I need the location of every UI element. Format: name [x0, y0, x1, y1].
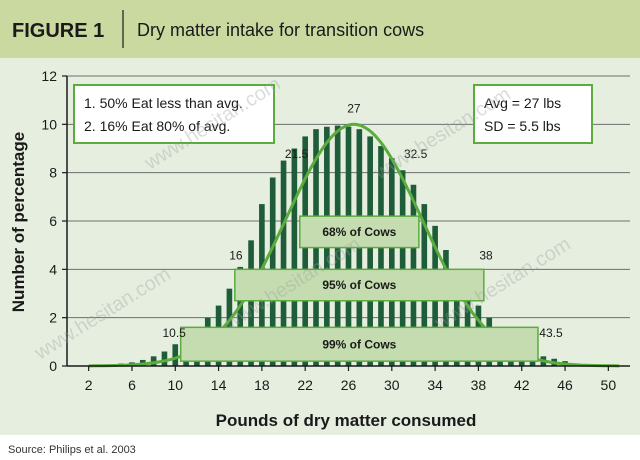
histogram-bar	[161, 351, 168, 366]
stats-avg: Avg = 27 lbs	[484, 95, 561, 111]
curve-point-label: 32.5	[404, 147, 428, 161]
x-tick-label: 6	[128, 377, 136, 393]
x-tick-label: 18	[254, 377, 270, 393]
y-tick-label: 8	[49, 165, 57, 181]
footer-band	[0, 435, 640, 460]
curve-point-label: 21.5	[285, 147, 309, 161]
histogram-bar	[291, 148, 298, 366]
x-tick-label: 22	[297, 377, 313, 393]
x-tick-label: 42	[514, 377, 530, 393]
histogram-bar	[388, 158, 395, 366]
x-tick-label: 38	[471, 377, 487, 393]
x-tick-label: 50	[601, 377, 617, 393]
note-line-1: 1. 50% Eat less than avg.	[84, 95, 243, 111]
x-axis-title: Pounds of dry matter consumed	[216, 411, 477, 430]
histogram-bar	[443, 250, 449, 366]
note-line-2: 2. 16% Eat 80% of avg.	[84, 118, 230, 134]
y-tick-label: 12	[41, 68, 57, 84]
histogram-bar	[237, 266, 244, 366]
curve-point-label: 16	[229, 249, 243, 263]
chart-title: Dry matter intake for transition cows	[137, 20, 424, 40]
histogram-bar	[367, 136, 373, 366]
band-layer: 68% of Cows 95% of Cows 99% of Cows	[179, 215, 539, 362]
stats-sd: SD = 5.5 lbs	[484, 118, 561, 134]
histogram-bar	[453, 271, 460, 366]
point-label-layer: 27 21.5 32.5 16 38 10.5 43.5	[163, 101, 563, 340]
figure-tag: FIGURE 1	[12, 20, 104, 42]
stats-box	[473, 84, 593, 144]
notes-box	[73, 84, 275, 144]
x-tick-label: 2	[85, 377, 93, 393]
y-axis-title: Number of percentage	[9, 132, 28, 312]
coverage-band-label: 95% of Cows	[322, 278, 396, 292]
y-tick-label: 0	[49, 358, 57, 374]
y-tick-label: 4	[49, 261, 57, 277]
coverage-band	[179, 326, 539, 362]
source-note: Source: Philips et al. 2003	[8, 444, 136, 456]
header-band	[0, 0, 640, 58]
coverage-band	[234, 268, 485, 302]
x-tick-label: 10	[167, 377, 183, 393]
y-tick-label: 10	[41, 116, 57, 132]
histogram-bar	[378, 146, 384, 366]
curve-point-label: 38	[479, 249, 493, 263]
histogram-bar	[280, 160, 287, 366]
x-tick-label: 34	[427, 377, 443, 393]
x-tick-label: 30	[384, 377, 400, 393]
histogram-bar	[172, 344, 179, 366]
coverage-band-label: 68% of Cows	[322, 225, 396, 239]
x-tick-label: 26	[341, 377, 357, 393]
histogram-bar	[150, 356, 157, 366]
histogram-bar	[302, 136, 309, 366]
x-tick-label: 14	[211, 377, 227, 393]
histogram-bar	[248, 240, 254, 366]
curve-point-label: 27	[347, 101, 361, 115]
histogram-bar	[399, 170, 406, 366]
y-tick-label: 6	[49, 213, 57, 229]
coverage-band	[299, 215, 420, 249]
x-tick-label: 46	[557, 377, 573, 393]
coverage-band-label: 99% of Cows	[322, 337, 396, 351]
y-tick-label: 2	[49, 310, 57, 326]
curve-point-label: 10.5	[163, 326, 187, 340]
curve-point-label: 43.5	[539, 326, 563, 340]
